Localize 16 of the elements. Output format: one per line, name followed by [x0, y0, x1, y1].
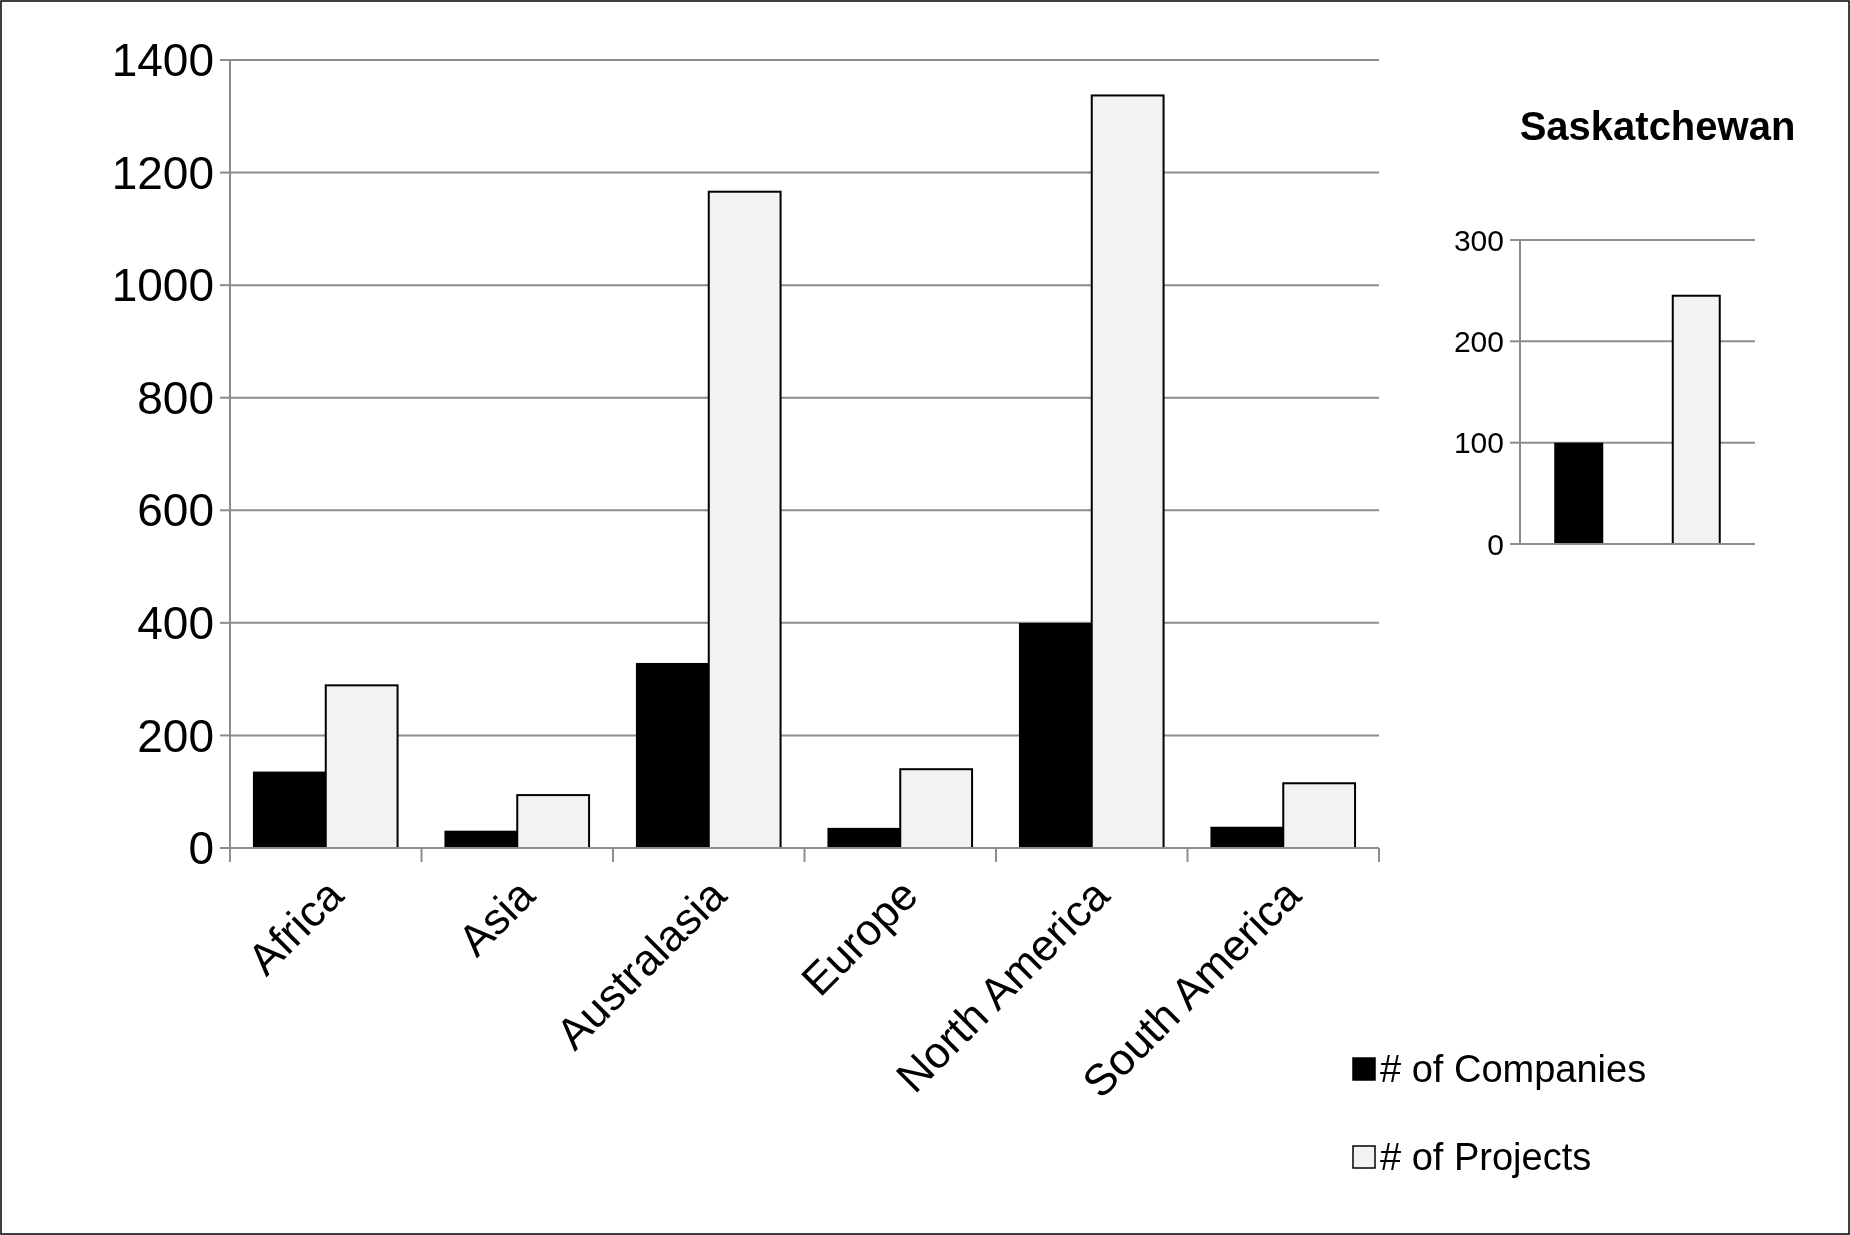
y-tick-label: 1000 [111, 259, 214, 312]
legend-label: # of Companies [1380, 1048, 1647, 1091]
y-tick-label: 200 [137, 709, 214, 762]
legend-label: # of Projects [1380, 1136, 1592, 1179]
y-tick-label: 400 [137, 596, 214, 649]
y-tick-label: 100 [1453, 426, 1504, 460]
y-tick-label: 0 [188, 822, 214, 875]
y-tick-label: 1400 [111, 34, 214, 87]
y-tick-label: 0 [1487, 527, 1504, 561]
chart-title: Saskatchewan [1519, 104, 1796, 148]
y-tick-label: 800 [137, 371, 214, 424]
y-tick-label: 1200 [111, 146, 214, 199]
y-tick-label: 200 [1453, 324, 1504, 358]
y-tick-label: 300 [1453, 223, 1504, 257]
y-tick-label: 600 [137, 484, 214, 537]
x-tick-label: Asia [448, 869, 544, 965]
